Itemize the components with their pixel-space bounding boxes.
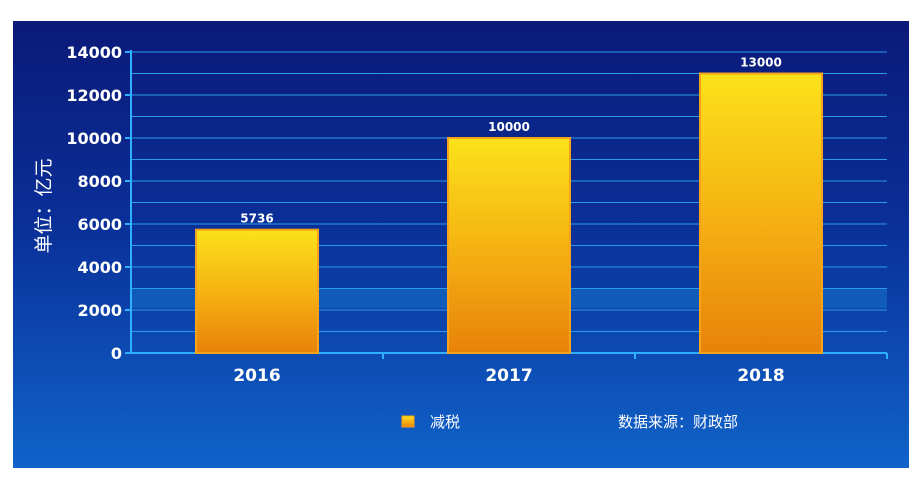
y-tick-label: 4000 (77, 258, 122, 277)
data-label-2017: 10000 (488, 120, 530, 134)
legend: 减税 (401, 413, 460, 431)
data-label-2018: 13000 (740, 56, 782, 70)
bar-2018 (699, 72, 823, 354)
y-tick-label: 0 (111, 344, 122, 363)
bar-2016 (195, 228, 319, 354)
y-tick-label: 2000 (77, 301, 122, 320)
bars (195, 72, 823, 354)
data-label-2016: 5736 (240, 212, 273, 226)
chart-container: 0 2000 4000 6000 8000 10000 12000 14000 5736 100… (13, 21, 909, 468)
source-note: 数据来源：财政部 (618, 413, 738, 431)
x-tick-label-2016: 2016 (233, 366, 280, 386)
y-tick-label: 8000 (77, 172, 122, 191)
y-tick-label: 10000 (66, 129, 122, 148)
y-axis-label: 单位：亿元 (33, 158, 55, 253)
x-tick-labels: 2016 2017 2018 (233, 366, 784, 386)
y-tick-label: 6000 (77, 215, 122, 234)
y-tick-labels: 0 2000 4000 6000 8000 10000 12000 14000 (66, 43, 122, 363)
data-labels: 5736 10000 13000 (240, 56, 782, 226)
bar-chart: 0 2000 4000 6000 8000 10000 12000 14000 5736 100… (13, 21, 909, 468)
x-tick-label-2017: 2017 (485, 366, 532, 386)
x-tick-label-2018: 2018 (737, 366, 784, 386)
y-tick-label: 12000 (66, 86, 122, 105)
y-tick-label: 14000 (66, 43, 122, 62)
bar-2017 (447, 137, 571, 354)
legend-label: 减税 (430, 413, 460, 431)
legend-swatch (401, 415, 415, 428)
